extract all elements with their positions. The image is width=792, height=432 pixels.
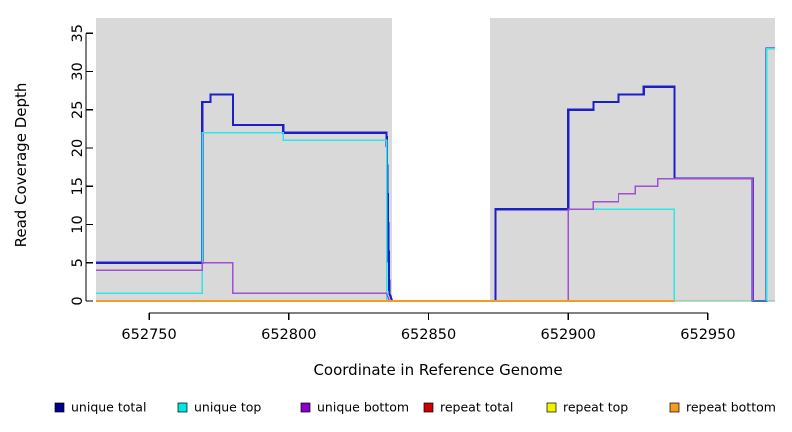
legend-label: repeat total xyxy=(440,400,513,415)
covered-region-right xyxy=(489,18,775,301)
legend-label: unique top xyxy=(194,400,261,415)
shaded-region-layer xyxy=(96,18,775,301)
y-tick-label: 5 xyxy=(70,258,86,267)
y-tick-label: 35 xyxy=(70,24,86,42)
legend-swatch xyxy=(546,402,557,413)
axis-layer: 0 5 10 15 20 25 30 35 652750 652800 652850 652900 65… xyxy=(70,24,736,343)
legend-label: repeat top xyxy=(563,400,628,415)
y-tick-label: 10 xyxy=(70,215,86,233)
x-axis-title: Coordinate in Reference Genome xyxy=(313,361,562,379)
y-tick-label: 20 xyxy=(70,139,86,157)
covered-region-left xyxy=(96,18,393,301)
x-tick-label: 652950 xyxy=(680,327,735,343)
legend-swatch xyxy=(177,402,188,413)
series-unique-bottom xyxy=(96,177,775,302)
y-tick-label: 25 xyxy=(70,101,86,119)
legend-swatch xyxy=(423,402,434,413)
legend-swatch xyxy=(300,402,311,413)
series-layer xyxy=(96,47,775,303)
x-tick-label: 652800 xyxy=(261,327,316,343)
y-tick-label: 15 xyxy=(70,177,86,195)
legend-label: unique bottom xyxy=(317,400,409,415)
legend-label: unique total xyxy=(71,400,146,415)
legend-layer: unique total unique top unique bottom repea… xyxy=(54,400,776,415)
y-tick-label: 30 xyxy=(70,62,86,80)
y-axis-title: Read Coverage Depth xyxy=(12,83,30,248)
legend-swatch xyxy=(669,402,680,413)
x-tick-label: 652850 xyxy=(401,327,456,343)
x-tick-label: 652900 xyxy=(541,327,596,343)
y-tick-label: 0 xyxy=(70,296,86,305)
legend-swatch xyxy=(54,402,65,413)
legend-label: repeat bottom xyxy=(686,400,776,415)
x-tick-label: 652750 xyxy=(121,327,176,343)
